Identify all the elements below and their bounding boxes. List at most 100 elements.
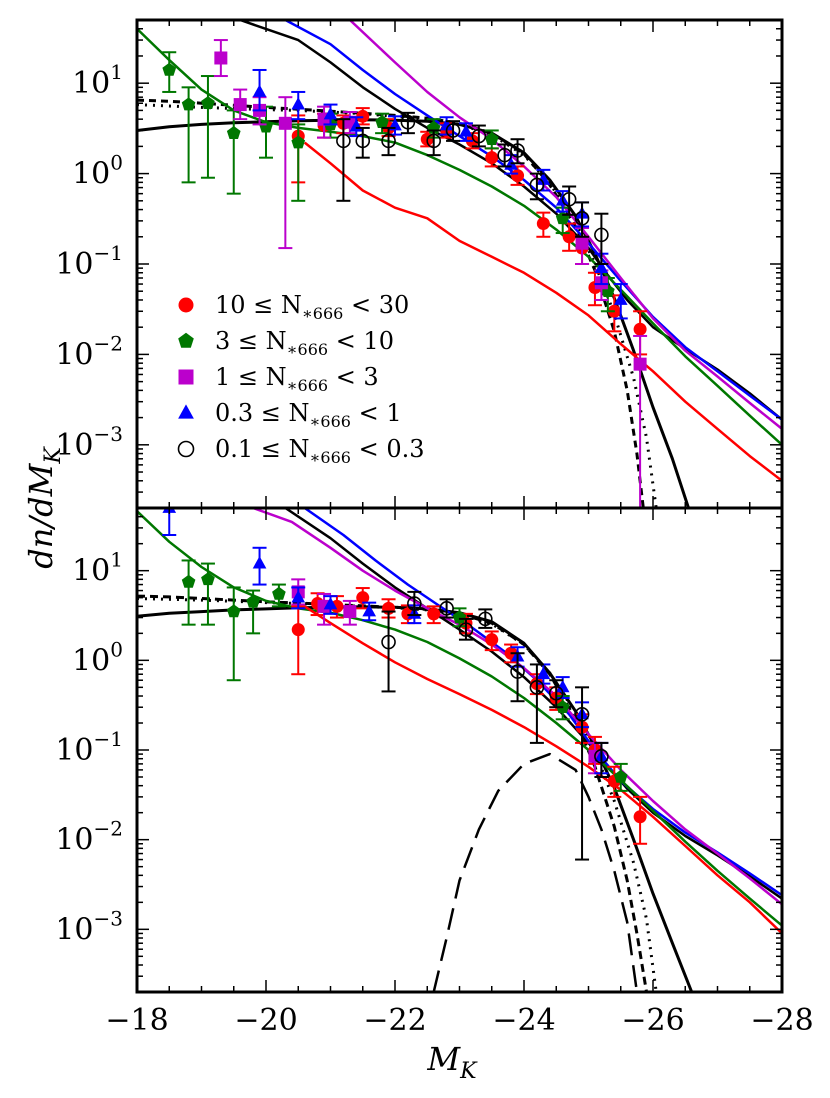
axes-frame-bottom bbox=[135, 506, 784, 994]
data-point bbox=[633, 810, 647, 824]
y-tick-label: 101 bbox=[72, 60, 123, 101]
data-point bbox=[356, 591, 370, 605]
y-tick-label: 10−3 bbox=[55, 422, 123, 463]
data-point bbox=[381, 133, 396, 149]
legend-label-sub: ∗666 bbox=[310, 412, 351, 431]
y-tick-exponent: −3 bbox=[94, 422, 123, 446]
x-axis-title-main: M bbox=[426, 1040, 461, 1078]
legend-label-main: 0.3 ≤ N bbox=[215, 399, 310, 427]
data-point bbox=[201, 572, 215, 586]
y-axis-title-main: dn/dM bbox=[22, 462, 60, 568]
model-curve-top-4 bbox=[284, 20, 782, 421]
legend-label-sub: ∗666 bbox=[287, 340, 328, 359]
y-tick-label: 10−2 bbox=[55, 331, 123, 372]
legend-label: 0.3 ≤ N∗666 < 1 bbox=[215, 399, 402, 431]
y-axis-title: dn/dMK bbox=[22, 446, 66, 569]
x-axis-title: MK bbox=[426, 1040, 478, 1084]
plot-area-bottom bbox=[137, 508, 782, 992]
data-point bbox=[536, 172, 551, 185]
y-tick-exponent: 0 bbox=[110, 151, 123, 175]
data-point bbox=[485, 633, 499, 647]
model-curve-bottom-4 bbox=[284, 508, 782, 900]
data-point bbox=[201, 96, 215, 109]
y-tick-base: 10 bbox=[55, 912, 93, 947]
y-tick-base: 10 bbox=[55, 428, 93, 463]
data-point bbox=[439, 601, 454, 616]
data-point bbox=[407, 596, 422, 611]
model-curve-bottom-7 bbox=[137, 510, 782, 927]
y-ticks-top bbox=[137, 19, 782, 509]
y-tick-label: 100 bbox=[72, 637, 123, 678]
legend-marker bbox=[178, 404, 194, 419]
data-point bbox=[536, 217, 550, 231]
data-point bbox=[574, 707, 590, 722]
data-point bbox=[458, 622, 474, 637]
y-tick-base: 10 bbox=[72, 643, 110, 678]
data-point bbox=[471, 128, 487, 144]
y-tick-exponent: 1 bbox=[110, 60, 123, 84]
data-point bbox=[497, 147, 512, 163]
data-point bbox=[536, 666, 551, 680]
data-point bbox=[452, 610, 467, 624]
x-tick-label: −20 bbox=[234, 1003, 297, 1038]
data-point bbox=[181, 97, 196, 111]
data-point bbox=[633, 357, 647, 371]
y-tick-base: 10 bbox=[55, 823, 93, 858]
legend-label-rest: < 0.3 bbox=[351, 435, 425, 463]
data-point bbox=[246, 594, 260, 608]
legend-marker bbox=[178, 297, 194, 313]
data-point bbox=[555, 679, 570, 693]
data-point bbox=[233, 98, 247, 112]
model-curve-top-6 bbox=[137, 27, 782, 446]
model-curve-top-0 bbox=[137, 118, 690, 508]
legend-label-sub: ∗666 bbox=[302, 304, 343, 323]
data-point bbox=[323, 596, 338, 610]
legend-marker bbox=[177, 440, 195, 458]
data-point bbox=[291, 590, 306, 603]
y-tick-exponent: −2 bbox=[94, 817, 123, 841]
legend-label-main: 3 ≤ N bbox=[215, 327, 287, 355]
legend-label-main: 1 ≤ N bbox=[215, 363, 287, 391]
y-tick-label: 10−2 bbox=[55, 817, 123, 858]
legend-label-rest: < 10 bbox=[328, 327, 394, 355]
model-curve-bottom-5 bbox=[303, 508, 782, 897]
y-tick-label: 101 bbox=[72, 548, 123, 589]
data-point bbox=[439, 118, 454, 131]
data-point bbox=[214, 51, 228, 65]
data-point bbox=[511, 169, 525, 183]
x-tick-label: −24 bbox=[492, 1003, 555, 1038]
data-point bbox=[400, 114, 416, 130]
data-series-bottom-4 bbox=[381, 590, 609, 861]
data-point bbox=[362, 604, 377, 617]
data-series-top-2 bbox=[213, 39, 648, 508]
data-point bbox=[594, 749, 609, 764]
data-point bbox=[529, 680, 545, 695]
y-tick-exponent: −2 bbox=[94, 331, 123, 355]
y-tick-exponent: −1 bbox=[94, 727, 123, 751]
legend-label: 10 ≤ N∗666 < 30 bbox=[215, 291, 409, 323]
data-point bbox=[226, 126, 241, 139]
data-series-top-3 bbox=[252, 68, 628, 320]
y-tick-base: 10 bbox=[72, 554, 110, 589]
y-tick-exponent: 0 bbox=[110, 637, 123, 661]
y-tick-label: 10−1 bbox=[55, 727, 123, 768]
y-tick-exponent: −1 bbox=[94, 241, 123, 265]
data-point bbox=[594, 260, 609, 274]
data-point bbox=[445, 123, 461, 138]
data-point bbox=[381, 634, 396, 650]
y-ticks-bottom bbox=[137, 507, 782, 993]
y-tick-label: 10−3 bbox=[55, 906, 123, 947]
x-tick-label: −26 bbox=[621, 1003, 684, 1038]
y-tick-base: 10 bbox=[55, 337, 93, 372]
legend-label-main: 10 ≤ N bbox=[215, 291, 302, 319]
data-point bbox=[529, 177, 545, 193]
data-point bbox=[336, 133, 351, 149]
plot-area-top bbox=[137, 20, 782, 508]
legend-label-rest: < 1 bbox=[351, 399, 402, 427]
data-point bbox=[226, 604, 241, 618]
data-point bbox=[633, 322, 647, 336]
data-point bbox=[252, 84, 267, 97]
data-point bbox=[574, 211, 590, 226]
